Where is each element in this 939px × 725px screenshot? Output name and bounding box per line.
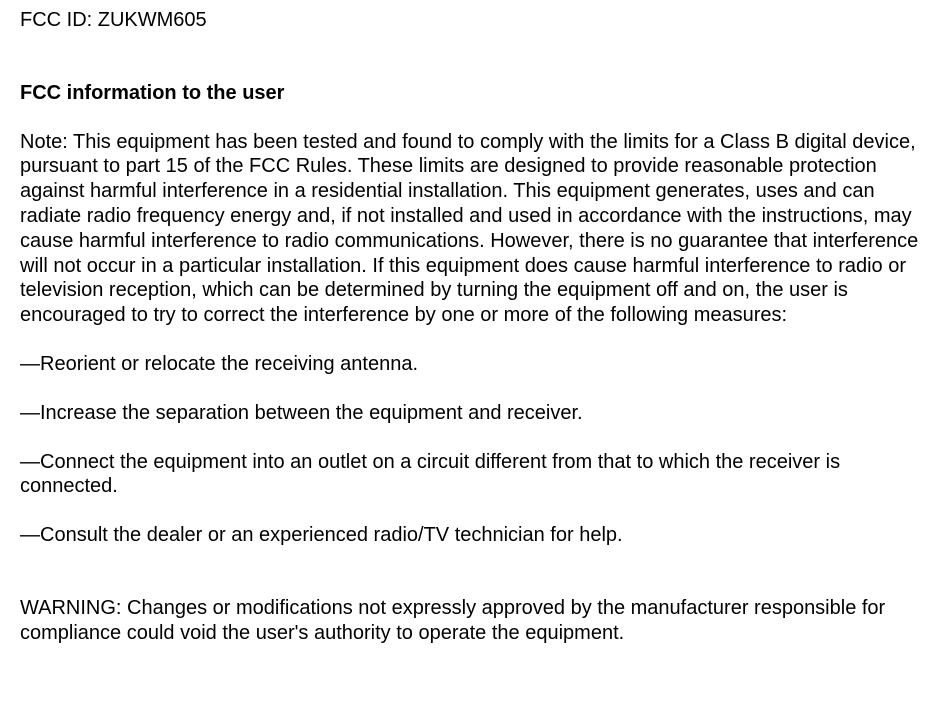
fcc-id-line: FCC ID: ZUKWM605	[20, 8, 919, 33]
document-page: FCC ID: ZUKWM605 FCC information to the …	[0, 0, 939, 666]
note-paragraph: Note: This equipment has been tested and…	[20, 130, 919, 328]
measure-item: —Consult the dealer or an experienced ra…	[20, 523, 919, 548]
measure-item: —Increase the separation between the equ…	[20, 401, 919, 426]
measure-item: —Reorient or relocate the receiving ante…	[20, 352, 919, 377]
warning-paragraph: WARNING: Changes or modifications not ex…	[20, 596, 919, 646]
section-title: FCC information to the user	[20, 81, 919, 106]
measure-item: —Connect the equipment into an outlet on…	[20, 450, 919, 500]
